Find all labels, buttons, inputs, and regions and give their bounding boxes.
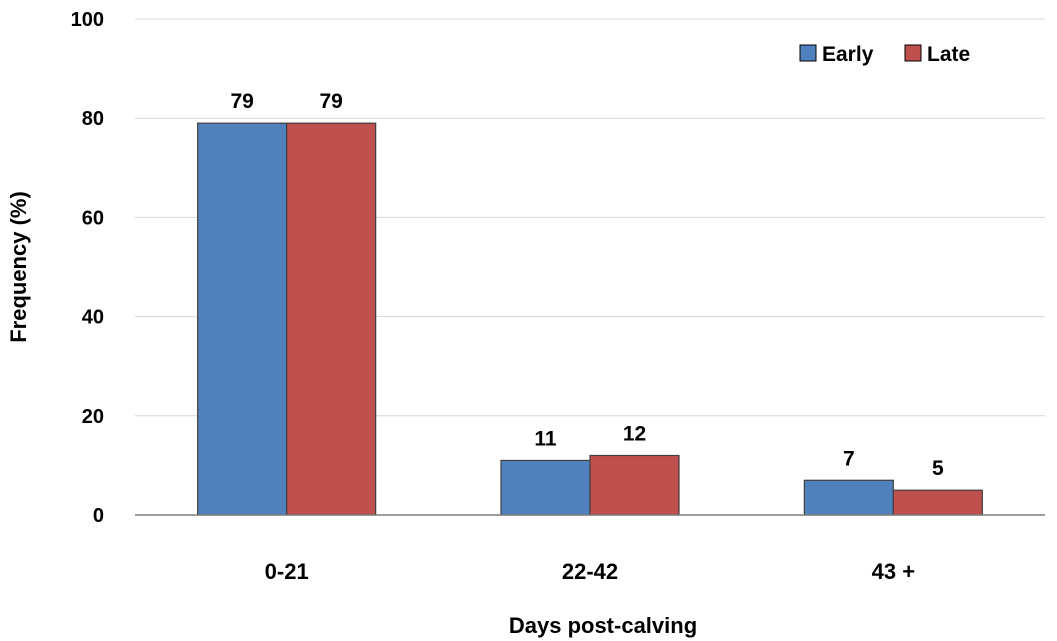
y-tick-label: 60 — [82, 207, 104, 229]
bar-late-0 — [286, 122, 377, 516]
y-tick-label: 40 — [82, 307, 104, 329]
bar-early-1 — [500, 459, 591, 516]
legend-swatch-early — [799, 44, 817, 62]
data-label: 79 — [230, 90, 253, 113]
y-tick-label: 20 — [82, 406, 104, 428]
legend: Early Late — [799, 43, 970, 66]
bar-early-0 — [197, 122, 288, 516]
x-tick-label: 0-21 — [265, 559, 309, 584]
data-label: 12 — [623, 422, 646, 445]
labels: 0 20 40 60 80 100 79 79 0-21 11 12 22-42 7 5 43 + — [71, 9, 944, 584]
x-axis-title: Days post-calving — [509, 613, 697, 638]
data-label: 79 — [319, 90, 342, 113]
bar-late-2 — [892, 489, 983, 516]
y-tick-label: 0 — [93, 505, 104, 527]
y-tick-label: 100 — [71, 9, 104, 31]
bar-early-2 — [803, 479, 894, 516]
data-label: 5 — [932, 457, 944, 480]
y-tick-label: 80 — [82, 108, 104, 130]
legend-label-late: Late — [927, 43, 970, 66]
bars — [197, 122, 983, 516]
legend-swatch-late — [904, 44, 922, 62]
data-label: 7 — [843, 447, 855, 470]
y-axis-title: Frequency (%) — [6, 191, 31, 343]
bar-late-1 — [589, 454, 680, 516]
data-label: 11 — [534, 427, 557, 450]
x-tick-label: 22-42 — [562, 559, 618, 584]
x-tick-label: 43 + — [872, 559, 915, 584]
legend-label-early: Early — [822, 43, 874, 66]
